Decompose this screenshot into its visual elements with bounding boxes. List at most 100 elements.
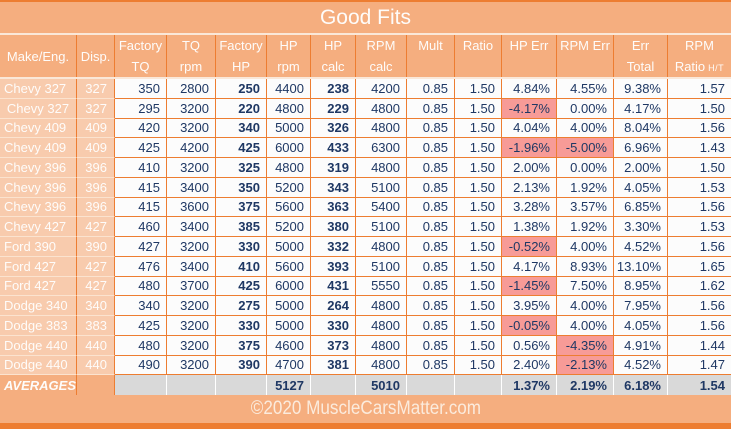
- cell-ratio: 1.50: [455, 118, 502, 139]
- table-row: Dodge 440 440 490 3200 390 4700 381 4800 0.85 1.5…: [0, 355, 731, 376]
- cell-err_total: 6.18%: [614, 375, 668, 395]
- cell-hp_calc: 238: [311, 79, 356, 99]
- cell-hp_err: 3.28%: [502, 197, 557, 218]
- cell-mult: 0.85: [407, 237, 455, 257]
- cell-hp_calc: 343: [311, 177, 356, 198]
- cell-hp_err: -1.96%: [502, 138, 557, 158]
- cell-disp: 396: [77, 177, 115, 198]
- cell-err_total: 4.91%: [614, 335, 668, 356]
- cell-ratio: 1.50: [455, 296, 502, 316]
- cell-factory_tq: 415: [115, 197, 167, 218]
- table-row: Chevy 396 396 415 3400 350 5200 343 5100 0.85 1.5…: [0, 177, 731, 198]
- cell-factory_tq: 476: [115, 256, 167, 277]
- cell-hp_rpm: 4800: [267, 98, 311, 119]
- cell-hp_calc: 326: [311, 118, 356, 139]
- cell-err_total: 3.30%: [614, 217, 668, 237]
- cell-make: Chevy 396: [0, 158, 77, 178]
- cell-rpm_calc: 6300: [356, 138, 407, 158]
- cell-err_total: 13.10%: [614, 256, 668, 277]
- cell-rpm_ratio: 1.50: [668, 98, 731, 119]
- header-disp: Disp.: [77, 35, 115, 77]
- cell-hp_rpm: 5000: [267, 237, 311, 257]
- table-row: Dodge 440 440 480 3200 375 4600 373 4800 0.85 1.5…: [0, 335, 731, 356]
- cell-make: Chevy 327: [0, 79, 77, 99]
- cell-hp_err: 4.04%: [502, 118, 557, 139]
- cell-rpm_err: 0.00%: [557, 98, 614, 119]
- cell-mult: 0.85: [407, 118, 455, 139]
- cell-err_total: 4.05%: [614, 177, 668, 198]
- cell-tq_rpm: 3200: [167, 118, 216, 139]
- cell-hp_rpm: 5000: [267, 316, 311, 336]
- cell-hp_rpm: 4800: [267, 158, 311, 178]
- cell-make: AVERAGES: [0, 375, 77, 395]
- cell-rpm_err: 0.00%: [557, 158, 614, 178]
- cell-hp_calc: 330: [311, 316, 356, 336]
- cell-rpm_ratio: 1.56: [668, 296, 731, 316]
- cell-disp: 427: [77, 276, 115, 297]
- cell-rpm_err: 1.92%: [557, 177, 614, 198]
- cell-make: Chevy 396: [0, 197, 77, 218]
- cell-rpm_calc: 4800: [356, 158, 407, 178]
- cell-disp: 440: [77, 355, 115, 376]
- cell-hp_err: -0.52%: [502, 237, 557, 257]
- cell-factory_tq: [115, 375, 167, 395]
- cell-make: Chevy 327: [0, 98, 77, 119]
- cell-rpm_calc: 4800: [356, 237, 407, 257]
- page-title: Good Fits: [319, 5, 412, 29]
- cell-hp_rpm: 5000: [267, 296, 311, 316]
- cell-hp_calc: [311, 375, 356, 395]
- header-err_total: Err Total: [614, 35, 668, 77]
- cell-factory_hp: 275: [216, 296, 267, 316]
- cell-ratio: [455, 375, 502, 395]
- cell-tq_rpm: 3200: [167, 98, 216, 119]
- cell-disp: 327: [77, 98, 115, 119]
- cell-disp: 427: [77, 256, 115, 277]
- cell-factory_tq: 427: [115, 237, 167, 257]
- table-body: Chevy 327 327 350 2800 250 4400 238 4200 0.85 1.5…: [0, 79, 731, 395]
- cell-rpm_calc: 4800: [356, 316, 407, 336]
- cell-hp_rpm: 4600: [267, 335, 311, 356]
- table-row: Ford 390 390 427 3200 330 5000 332 4800 0.85 1.50…: [0, 237, 731, 257]
- cell-mult: 0.85: [407, 316, 455, 336]
- cell-tq_rpm: 3600: [167, 197, 216, 218]
- cell-rpm_err: -4.35%: [557, 335, 614, 356]
- cell-hp_calc: 363: [311, 197, 356, 218]
- cell-make: Dodge 383: [0, 316, 77, 336]
- cell-mult: 0.85: [407, 296, 455, 316]
- cell-hp_err: -1.45%: [502, 276, 557, 297]
- cell-hp_calc: 373: [311, 335, 356, 356]
- cell-factory_hp: 250: [216, 79, 267, 99]
- cell-disp: 396: [77, 158, 115, 178]
- cell-rpm_err: 2.19%: [557, 375, 614, 395]
- cell-ratio: 1.50: [455, 138, 502, 158]
- cell-hp_err: 2.40%: [502, 355, 557, 376]
- cell-hp_err: 2.00%: [502, 158, 557, 178]
- cell-rpm_ratio: 1.56: [668, 316, 731, 336]
- cell-factory_hp: 350: [216, 177, 267, 198]
- table-row: Ford 427 427 480 3700 425 6000 431 5550 0.85 1.50…: [0, 276, 731, 297]
- cell-disp: [77, 375, 115, 395]
- cell-hp_rpm: 5200: [267, 217, 311, 237]
- cell-rpm_calc: 5100: [356, 177, 407, 198]
- cell-tq_rpm: 3700: [167, 276, 216, 297]
- cell-hp_rpm: 5127: [267, 375, 311, 395]
- cell-factory_hp: 410: [216, 256, 267, 277]
- cell-ratio: 1.50: [455, 98, 502, 119]
- cell-hp_calc: 229: [311, 98, 356, 119]
- cell-factory_hp: 340: [216, 118, 267, 139]
- cell-hp_calc: 319: [311, 158, 356, 178]
- title-row: Good Fits: [0, 2, 731, 35]
- cell-rpm_calc: 5550: [356, 276, 407, 297]
- cell-factory_tq: 460: [115, 217, 167, 237]
- cell-factory_hp: 425: [216, 276, 267, 297]
- cell-rpm_ratio: 1.43: [668, 138, 731, 158]
- table-row: Chevy 409 409 420 3200 340 5000 326 4800 0.85 1.5…: [0, 118, 731, 139]
- copyright-text: ©2020 MuscleCarsMatter.com: [250, 398, 481, 419]
- cell-factory_tq: 490: [115, 355, 167, 376]
- cell-mult: 0.85: [407, 197, 455, 218]
- cell-rpm_ratio: 1.65: [668, 256, 731, 277]
- cell-hp_calc: 264: [311, 296, 356, 316]
- table-row: Ford 427 427 476 3400 410 5600 393 5100 0.85 1.50…: [0, 256, 731, 277]
- cell-hp_rpm: 6000: [267, 138, 311, 158]
